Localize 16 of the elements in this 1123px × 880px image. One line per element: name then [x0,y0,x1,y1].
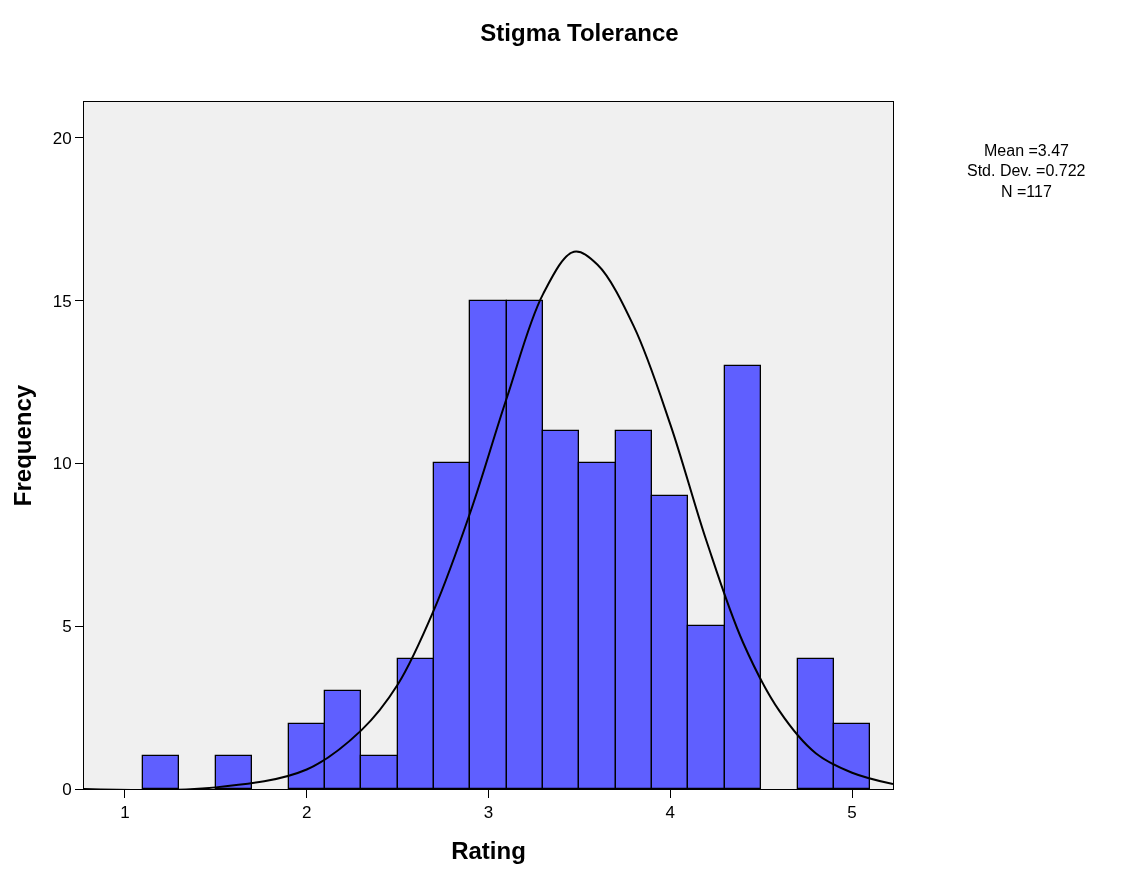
y-axis-title: Frequency [8,384,36,507]
x-axis-title: Rating [451,836,526,864]
y-tick-label: 20 [52,128,72,148]
x-tick-label: 4 [665,803,676,823]
text: N =117 [1001,183,1052,200]
y-tick-label: 0 [62,779,72,799]
x-tick-label: 3 [483,803,494,823]
y-tick-label: 10 [52,454,72,474]
x-tick-label: 2 [301,803,312,823]
x-tick-label: 5 [847,803,857,823]
x-tick-label: 1 [120,803,130,823]
text: Mean =3.47 [984,142,1070,159]
y-tick-label: 5 [62,617,72,637]
chart-title: Stigma Tolerance [480,19,679,47]
y-tick-label: 15 [52,291,72,311]
text: Std. Dev. =0.722 [967,162,1086,179]
